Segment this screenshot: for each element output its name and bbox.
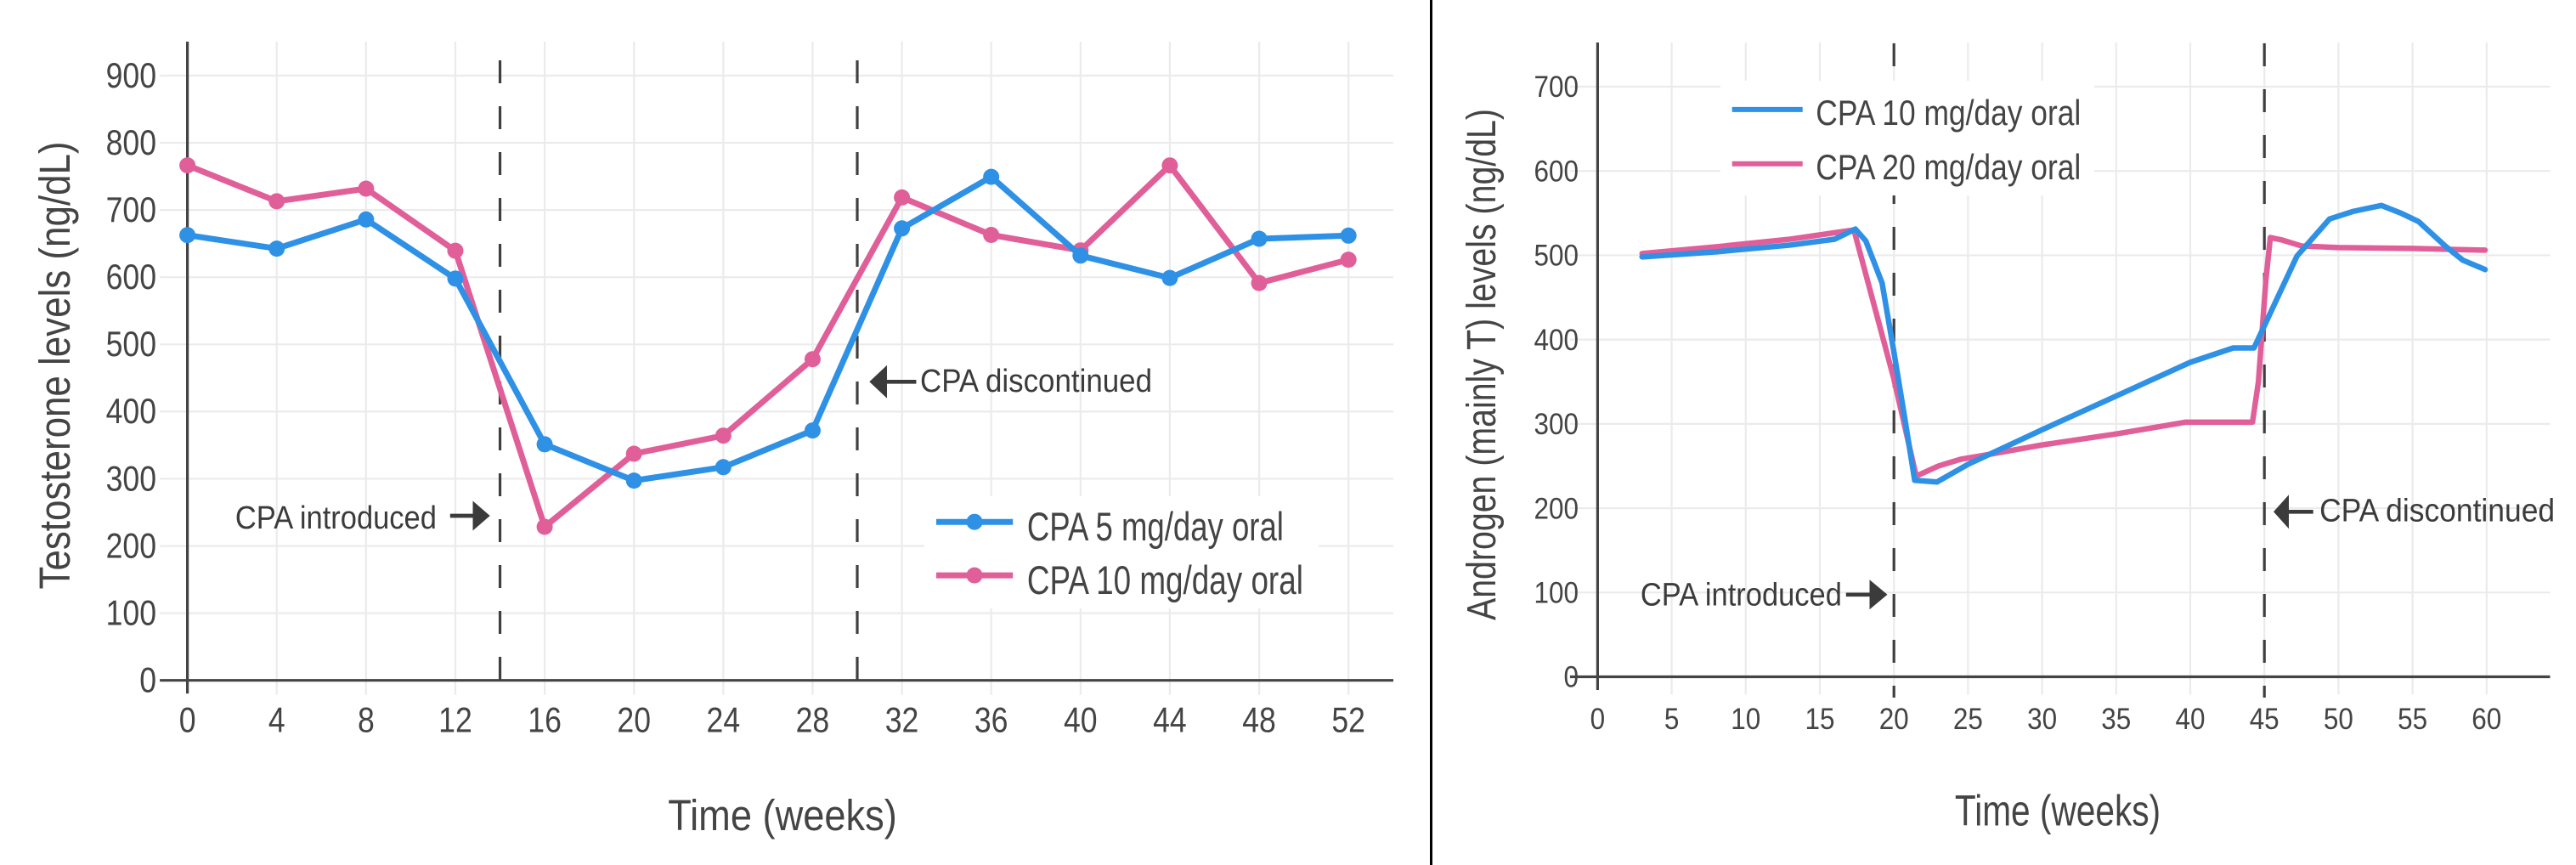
svg-text:0: 0 <box>179 700 196 740</box>
svg-text:4: 4 <box>268 700 285 740</box>
svg-text:CPA 10 mg/day oral: CPA 10 mg/day oral <box>1816 93 2081 133</box>
svg-text:600: 600 <box>1534 154 1579 188</box>
svg-text:24: 24 <box>707 700 741 740</box>
svg-text:700: 700 <box>1534 70 1579 104</box>
svg-text:300: 300 <box>1534 407 1579 441</box>
svg-text:CPA 5 mg/day oral: CPA 5 mg/day oral <box>1027 504 1284 549</box>
svg-text:12: 12 <box>438 700 472 740</box>
svg-text:500: 500 <box>1534 239 1579 273</box>
svg-text:300: 300 <box>106 458 156 498</box>
svg-text:36: 36 <box>974 700 1008 740</box>
svg-text:Androgen (mainly T) levels (ng: Androgen (mainly T) levels (ng/dL) <box>1460 109 1505 620</box>
svg-text:25: 25 <box>1953 702 1983 736</box>
svg-text:CPA 20 mg/day oral: CPA 20 mg/day oral <box>1816 147 2081 187</box>
svg-text:800: 800 <box>106 122 156 162</box>
svg-text:Time (weeks): Time (weeks) <box>668 791 897 840</box>
svg-text:44: 44 <box>1153 700 1187 740</box>
svg-text:50: 50 <box>2324 702 2353 736</box>
svg-text:400: 400 <box>1534 323 1579 357</box>
svg-text:10: 10 <box>1731 702 1760 736</box>
svg-text:40: 40 <box>2176 702 2206 736</box>
svg-text:20: 20 <box>1879 702 1909 736</box>
svg-text:30: 30 <box>2027 702 2057 736</box>
svg-text:100: 100 <box>106 592 156 632</box>
svg-text:32: 32 <box>885 700 919 740</box>
svg-text:40: 40 <box>1064 700 1098 740</box>
svg-text:5: 5 <box>1664 702 1680 736</box>
svg-text:Time (weeks): Time (weeks) <box>1955 787 2161 835</box>
svg-text:400: 400 <box>106 391 156 431</box>
svg-text:200: 200 <box>106 525 156 565</box>
svg-text:48: 48 <box>1242 700 1276 740</box>
svg-text:35: 35 <box>2101 702 2131 736</box>
svg-text:20: 20 <box>617 700 651 740</box>
svg-text:CPA 10 mg/day oral: CPA 10 mg/day oral <box>1027 557 1303 602</box>
svg-text:200: 200 <box>1534 491 1579 525</box>
svg-text:600: 600 <box>106 257 156 297</box>
svg-text:700: 700 <box>106 189 156 229</box>
svg-text:55: 55 <box>2398 702 2427 736</box>
svg-text:16: 16 <box>528 700 562 740</box>
svg-text:8: 8 <box>358 700 375 740</box>
svg-text:100: 100 <box>1534 575 1579 609</box>
svg-text:52: 52 <box>1331 700 1365 740</box>
svg-text:CPA introduced: CPA introduced <box>235 500 437 536</box>
svg-text:CPA introduced: CPA introduced <box>1641 577 1842 613</box>
svg-text:Testosterone levels (ng/dL): Testosterone levels (ng/dL) <box>31 142 79 590</box>
svg-text:15: 15 <box>1805 702 1835 736</box>
svg-text:28: 28 <box>796 700 830 740</box>
svg-text:0: 0 <box>1564 660 1579 694</box>
svg-text:0: 0 <box>1590 702 1606 736</box>
svg-text:500: 500 <box>106 324 156 364</box>
svg-text:CPA discontinued: CPA discontinued <box>920 364 1152 399</box>
svg-text:0: 0 <box>139 660 156 700</box>
svg-text:60: 60 <box>2471 702 2501 736</box>
svg-text:45: 45 <box>2250 702 2279 736</box>
svg-text:CPA discontinued: CPA discontinued <box>2319 493 2555 529</box>
svg-text:900: 900 <box>106 55 156 95</box>
